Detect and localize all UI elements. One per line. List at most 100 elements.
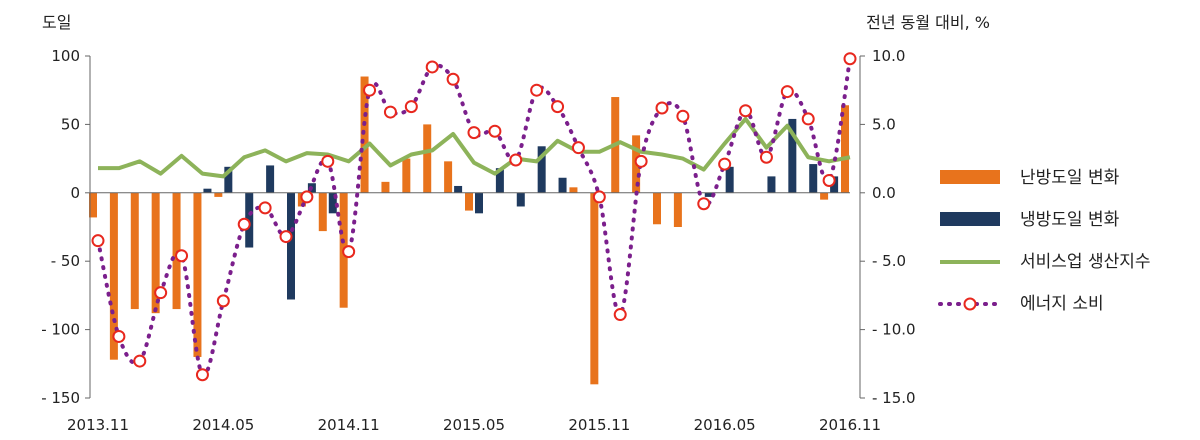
energy-consumption-point bbox=[342, 245, 356, 259]
legend-energy-label: 에너지 소비 bbox=[1020, 294, 1104, 314]
energy-consumption-point bbox=[383, 105, 397, 119]
x-tick-label: 2015.05 bbox=[443, 416, 505, 434]
energy-consumption-point bbox=[634, 154, 648, 168]
energy-consumption-point bbox=[613, 308, 627, 322]
right-tick-label: - 10.0 bbox=[872, 321, 916, 339]
energy-consumption-point bbox=[676, 109, 690, 123]
energy-consumption-point bbox=[780, 85, 794, 99]
heating-degree-day-bar bbox=[381, 181, 390, 193]
energy-consumption-point bbox=[112, 329, 126, 343]
heating-degree-day-bar bbox=[653, 192, 661, 225]
cooling-degree-day-bar bbox=[537, 146, 546, 193]
heating-degree-day-bar bbox=[193, 192, 202, 357]
energy-consumption-point bbox=[446, 72, 460, 86]
x-tick-label: 2016.05 bbox=[694, 416, 756, 434]
energy-consumption-point bbox=[258, 201, 272, 215]
heating-degree-day-bar bbox=[444, 161, 453, 193]
energy-consumption-point bbox=[551, 100, 565, 114]
left-tick-label: 0 bbox=[70, 184, 80, 202]
x-tick-label: 2014.11 bbox=[318, 416, 380, 434]
energy-consumption-point bbox=[300, 190, 314, 204]
legend-service-label: 서비스업 생산지수 bbox=[1020, 252, 1151, 272]
energy-consumption-point bbox=[154, 286, 168, 300]
cooling-degree-day-bar bbox=[328, 192, 337, 214]
cooling-degree-day-bar bbox=[475, 192, 483, 214]
right-tick-label: 0.0 bbox=[872, 184, 896, 202]
cooling-degree-day-bar bbox=[516, 192, 525, 207]
energy-consumption-point bbox=[216, 294, 230, 308]
cooling-degree-day-bar bbox=[704, 192, 713, 197]
cooling-degree-day-bar bbox=[495, 168, 504, 193]
cooling-degree-day-bar bbox=[224, 166, 233, 193]
heating-degree-day-bar bbox=[841, 105, 849, 193]
heating-degree-day-bar bbox=[214, 192, 223, 197]
energy-consumption-point bbox=[509, 153, 523, 167]
heating-degree-day-bar bbox=[590, 192, 599, 385]
energy-consumption-point bbox=[655, 101, 669, 115]
heating-degree-day-bar bbox=[820, 192, 829, 200]
heating-degree-day-bar bbox=[318, 192, 327, 232]
heating-degree-day-bar bbox=[130, 192, 139, 310]
energy-consumption-point bbox=[279, 230, 293, 244]
energy-consumption-point bbox=[467, 126, 481, 140]
heating-degree-day-bar bbox=[465, 192, 473, 211]
cooling-degree-day-bar bbox=[287, 192, 295, 300]
energy-consumption-point bbox=[404, 100, 418, 114]
energy-consumption-line bbox=[96, 56, 852, 378]
right-tick-label: 5.0 bbox=[872, 115, 896, 133]
energy-consumption-point bbox=[91, 234, 105, 248]
energy-consumption-point bbox=[175, 249, 189, 263]
energy-consumption-point bbox=[237, 217, 251, 231]
legend-heating-swatch bbox=[940, 170, 1000, 184]
left-axis-ticks: 100 50 0 - 50 - 100 - 150 bbox=[41, 47, 90, 407]
legend-energy-marker bbox=[963, 297, 977, 311]
left-tick-label: 50 bbox=[61, 115, 80, 133]
cooling-degree-day-bar bbox=[809, 164, 818, 193]
energy-consumption-point bbox=[425, 60, 439, 74]
energy-consumption-point bbox=[195, 368, 209, 382]
cooling-degree-day-bar bbox=[788, 118, 797, 193]
cooling-degree-day-bar bbox=[725, 166, 734, 193]
energy-consumption-point bbox=[822, 173, 836, 187]
right-axis-title: 전년 동월 대비, % bbox=[866, 13, 990, 32]
left-tick-label: 100 bbox=[51, 47, 80, 65]
cooling-degree-day-bar bbox=[266, 165, 275, 193]
x-axis-ticks: 2013.11 2014.05 2014.11 2015.05 2015.11 2016.… bbox=[67, 416, 881, 434]
heating-degree-day-bar bbox=[569, 187, 578, 193]
energy-consumption-point bbox=[843, 52, 857, 66]
cooling-degree-day-bar bbox=[203, 188, 212, 193]
heating-degree-day-bar bbox=[360, 76, 369, 193]
right-tick-label: - 15.0 bbox=[872, 389, 916, 407]
legend-heating-label: 난방도일 변화 bbox=[1020, 168, 1120, 188]
energy-consumption-point bbox=[739, 104, 753, 118]
energy-consumption-point bbox=[571, 141, 585, 155]
legend-cooling-label: 냉방도일 변화 bbox=[1020, 210, 1120, 230]
service-production-line bbox=[98, 116, 851, 179]
x-tick-label: 2016.11 bbox=[819, 416, 881, 434]
x-tick-label: 2013.11 bbox=[67, 416, 129, 434]
left-tick-label: - 50 bbox=[51, 252, 80, 270]
heating-degree-day-bar bbox=[402, 158, 411, 193]
right-axis-ticks: 10.0 5.0 0.0 - 5.0 - 10.0 - 15.0 bbox=[860, 47, 916, 407]
energy-consumption-point bbox=[759, 150, 773, 164]
cooling-degree-day-bar bbox=[767, 176, 776, 193]
right-tick-label: - 5.0 bbox=[872, 252, 906, 270]
energy-consumption-point bbox=[363, 83, 377, 97]
left-axis-title: 도일 bbox=[42, 13, 71, 32]
energy-consumption-point bbox=[530, 83, 544, 97]
cooling-degree-day-bar bbox=[558, 177, 567, 193]
energy-consumption-point bbox=[801, 112, 815, 126]
cooling-degree-day-bar bbox=[454, 185, 463, 193]
energy-consumption-point bbox=[697, 197, 711, 211]
energy-consumption-point bbox=[592, 190, 606, 204]
heating-degree-day-bar bbox=[89, 192, 97, 218]
energy-consumption-point bbox=[133, 354, 147, 368]
energy-consumption-point bbox=[488, 124, 502, 138]
heating-degree-day-bar bbox=[109, 192, 118, 360]
line-layer bbox=[91, 52, 857, 382]
legend-cooling-swatch bbox=[940, 212, 1000, 226]
left-tick-label: - 100 bbox=[41, 321, 80, 339]
x-tick-label: 2015.11 bbox=[568, 416, 630, 434]
